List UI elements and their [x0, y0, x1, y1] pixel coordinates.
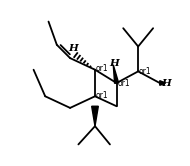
Polygon shape	[113, 65, 119, 83]
Text: H: H	[68, 44, 78, 53]
Text: or1: or1	[138, 67, 151, 76]
Text: H: H	[162, 79, 171, 87]
Polygon shape	[160, 81, 165, 85]
Text: H: H	[109, 59, 119, 68]
Polygon shape	[92, 106, 98, 126]
Text: or1: or1	[117, 79, 130, 87]
Text: or1: or1	[96, 91, 108, 100]
Text: or1: or1	[96, 64, 108, 73]
